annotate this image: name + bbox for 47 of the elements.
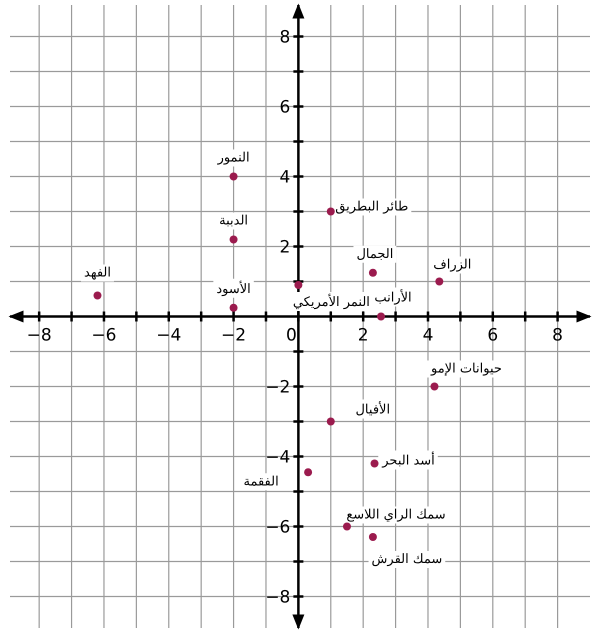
annotation: أسد البحر: [381, 452, 435, 468]
annotation: الأسود: [216, 280, 251, 297]
point: [342, 522, 351, 530]
point: [370, 460, 379, 468]
x-tick-label: −6: [91, 326, 116, 346]
point: [430, 382, 438, 390]
x-tick-label: 8: [552, 326, 564, 346]
x-tick-label: −2: [221, 326, 246, 346]
annotation: حيوانات الإمو: [430, 362, 502, 376]
y-tick-label: 4: [280, 168, 290, 188]
point: [294, 281, 302, 289]
annotation: الدببة: [219, 214, 248, 228]
annotation: الجمال: [356, 246, 394, 262]
point: [230, 304, 238, 312]
point: [93, 292, 102, 300]
y-tick-label: 8: [280, 28, 290, 48]
y-tick-label: 2: [280, 238, 290, 258]
point: [326, 418, 335, 426]
point: [435, 278, 444, 286]
point: [230, 172, 238, 180]
x-tick-label: −8: [26, 326, 52, 346]
y-tick-label: −6: [265, 518, 290, 538]
point: [304, 468, 312, 476]
y-tick-label: −4: [265, 448, 290, 468]
point: [368, 268, 377, 277]
y-tick-label: −8: [265, 588, 290, 608]
x-tick-label: −4: [156, 326, 182, 346]
annotation: طائر البطريق: [335, 200, 408, 214]
annotation: النمر الأمريكي: [292, 293, 370, 310]
x-tick-label: 4: [422, 326, 434, 346]
x-tick-label: 2: [358, 326, 369, 346]
annotation: الأفيال: [355, 400, 390, 418]
x-tick-label: 0: [286, 326, 297, 346]
annotation: سمك الراي اللاسع: [346, 508, 446, 522]
point: [230, 236, 238, 244]
annotation: سمك القرش: [372, 552, 442, 567]
annotation: النمور: [216, 150, 250, 166]
y-tick-label: −2: [265, 378, 290, 398]
annotation: الأرانب: [374, 288, 412, 306]
point: [368, 533, 377, 541]
point: [326, 208, 335, 216]
annotation: الفهد: [84, 266, 111, 280]
point: [377, 312, 386, 320]
x-tick-label: 6: [487, 326, 498, 346]
annotation: الفقمة: [243, 474, 279, 490]
annotation: الزراف: [433, 258, 472, 272]
y-tick-label: 6: [280, 98, 290, 118]
